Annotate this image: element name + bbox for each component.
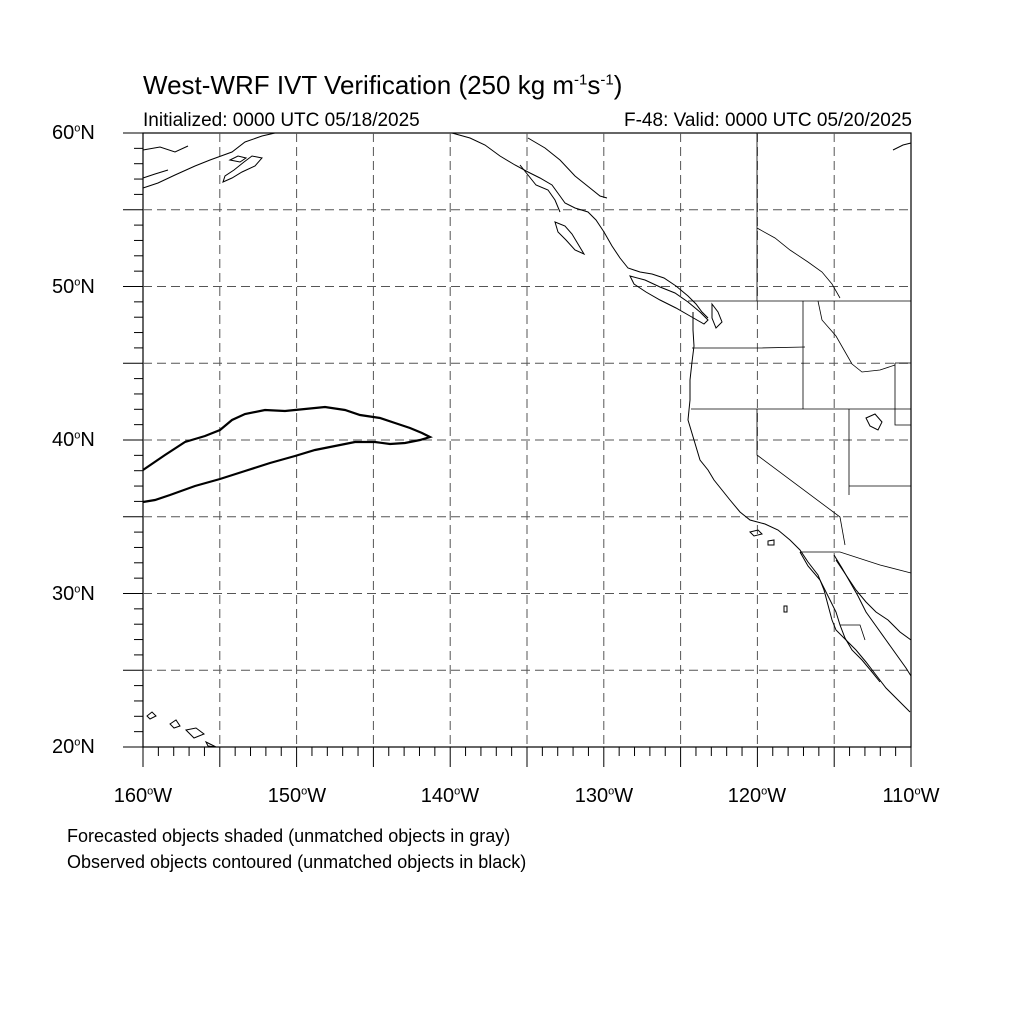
valid-time: F-48: Valid: 0000 UTC 05/20/2025 xyxy=(624,110,912,131)
lon-label-110: 110oW xyxy=(882,785,940,807)
map-title: West-WRF IVT Verification (250 kg m-1s-1… xyxy=(143,70,623,100)
lat-label-50: 50oN xyxy=(52,276,95,298)
lat-label-20: 20oN xyxy=(52,736,95,758)
lon-label-120: 120oW xyxy=(727,785,787,807)
axis-ticks xyxy=(123,132,912,767)
lat-label-60: 60oN xyxy=(52,122,95,144)
lon-label-150: 150oW xyxy=(267,785,327,807)
political-borders xyxy=(688,133,912,641)
observed-ivt-object xyxy=(142,405,433,504)
lon-label-140: 140oW xyxy=(420,785,480,807)
legend-observed-note: Observed objects contoured (unmatched ob… xyxy=(67,852,527,872)
lon-label-160: 160oW xyxy=(113,785,173,807)
lat-label-30: 30oN xyxy=(52,583,95,605)
lat-label-40: 40oN xyxy=(52,429,95,451)
initialized-time: Initialized: 0000 UTC 05/18/2025 xyxy=(143,110,420,131)
lon-label-130: 130oW xyxy=(574,785,634,807)
legend-forecast-note: Forecasted objects shaded (unmatched obj… xyxy=(67,826,511,846)
coastlines xyxy=(142,132,912,748)
graticule xyxy=(143,133,911,747)
